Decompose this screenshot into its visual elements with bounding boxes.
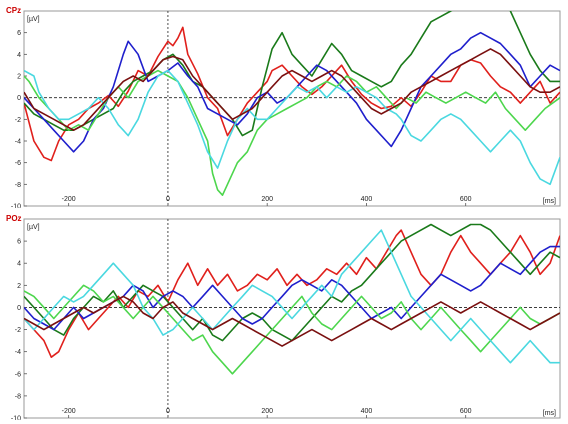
x-tick-label: 400 xyxy=(361,196,373,203)
series-line-6 xyxy=(24,48,560,131)
y-axis-label: [µV] xyxy=(27,224,40,231)
y-tick-label: -4 xyxy=(15,349,21,356)
y-tick-label: -10 xyxy=(11,416,21,421)
channel-title: POz xyxy=(6,214,22,223)
y-axis-label: [µV] xyxy=(27,16,40,23)
y-tick-label: -4 xyxy=(15,139,21,146)
x-tick-label: -200 xyxy=(62,408,76,415)
x-tick-label: 0 xyxy=(166,408,170,415)
series-line-5 xyxy=(24,69,560,186)
y-tick-label: -6 xyxy=(15,371,21,378)
x-axis-label: [ms] xyxy=(543,198,556,205)
series-group xyxy=(24,223,560,375)
x-tick-label: 600 xyxy=(460,408,472,415)
channel-title: CPz xyxy=(6,6,21,15)
cpz-chart: CPz [µV] [ms] 6 4 2 0 -2 -4 -6 -8 -10 -200 0 200 400 600 xyxy=(6,6,561,209)
cpz-panel: CPz [µV] [ms] 6 4 2 0 -2 -4 -6 -8 -10 -200 0 200 400 600 xyxy=(4,4,564,208)
x-tick-label: 0 xyxy=(166,196,170,203)
x-axis-label: [ms] xyxy=(543,410,556,417)
series-line-4 xyxy=(24,284,560,375)
y-tick-label: 6 xyxy=(17,30,21,37)
y-tick-label: 2 xyxy=(17,74,21,81)
y-tick-label: 0 xyxy=(17,305,21,312)
series-group xyxy=(24,11,560,196)
y-tick-label: -8 xyxy=(15,182,21,189)
series-line-1 xyxy=(24,229,560,358)
x-tick-label: 600 xyxy=(460,196,472,203)
y-tick-label: 4 xyxy=(17,52,21,59)
x-tick-label: 200 xyxy=(261,196,273,203)
series-line-2 xyxy=(24,11,560,137)
y-tick-label: 2 xyxy=(17,283,21,290)
y-tick-label: -10 xyxy=(11,204,21,209)
x-tick-label: -200 xyxy=(62,196,76,203)
y-tick-label: -6 xyxy=(15,160,21,167)
poz-panel: POz [µV] [ms] 6 4 2 0 -2 -4 -6 -8 -10 -200 0 200 400 600 xyxy=(4,212,564,420)
poz-chart: POz [µV] [ms] 6 4 2 0 -2 -4 -6 -8 -10 -200 0 200 400 600 xyxy=(6,214,561,421)
y-tick-label: -2 xyxy=(15,327,21,334)
y-tick-label: -2 xyxy=(15,117,21,124)
plot-frame xyxy=(23,10,561,207)
y-tick-label: 0 xyxy=(17,95,21,102)
y-tick-label: 6 xyxy=(17,239,21,246)
y-tick-label: -8 xyxy=(15,393,21,400)
y-tick-label: 4 xyxy=(17,261,21,268)
x-tick-label: 400 xyxy=(361,408,373,415)
series-line-5 xyxy=(24,229,560,364)
x-tick-label: 200 xyxy=(261,408,273,415)
series-line-6 xyxy=(24,295,560,347)
